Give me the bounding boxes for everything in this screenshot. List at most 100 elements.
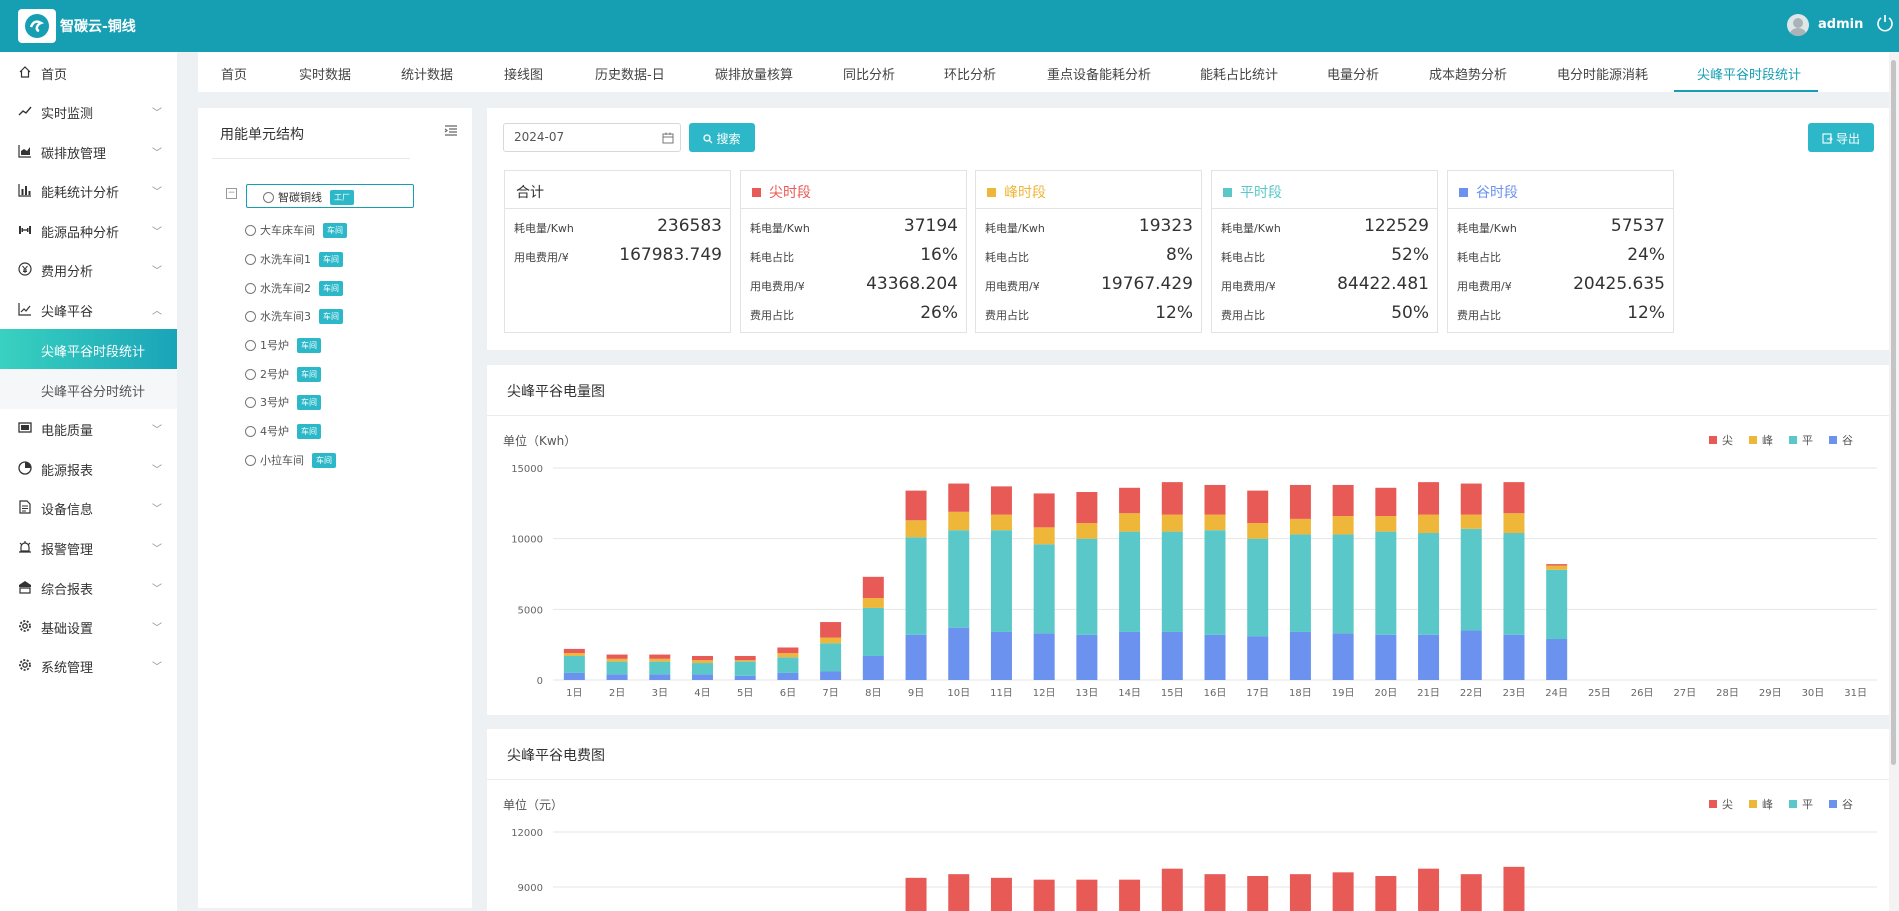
tab-6[interactable]: 同比分析 xyxy=(843,68,896,83)
bar-segment-峰 xyxy=(862,598,884,608)
sidebar-item-8[interactable]: 能源报表 ﹀ xyxy=(0,449,177,487)
avatar[interactable] xyxy=(1787,14,1809,36)
tab-5[interactable]: 碳排放量核算 xyxy=(715,68,794,83)
tab-0[interactable]: 首页 xyxy=(221,68,248,83)
bar-segment-峰 xyxy=(1119,513,1141,532)
legend-item[interactable]: 峰 xyxy=(1733,798,1773,811)
legend-item[interactable]: 平 xyxy=(1773,798,1813,811)
tree-node[interactable]: 水洗车间3 车间 xyxy=(245,308,343,326)
bar-segment-平 xyxy=(948,530,970,628)
card-row-value: 12% xyxy=(1155,303,1193,323)
bar-segment-峰 xyxy=(734,660,756,662)
tree-node-badge: 车间 xyxy=(319,281,343,296)
collapse-icon[interactable]: − xyxy=(226,188,237,199)
bar-segment-谷 xyxy=(1247,636,1269,680)
power-icon[interactable] xyxy=(1876,14,1894,32)
bar-segment-尖 xyxy=(1503,866,1525,911)
tree-node[interactable]: 1号炉 车间 xyxy=(245,337,321,355)
bar-segment-平 xyxy=(777,657,799,673)
sidebar-item-12[interactable]: 基础设置 ﹀ xyxy=(0,607,177,645)
card-row-value: 19323 xyxy=(1138,216,1193,236)
tab-4[interactable]: 历史数据-日 xyxy=(595,68,665,83)
bar-segment-尖 xyxy=(990,877,1012,911)
legend-item[interactable]: 谷 xyxy=(1813,434,1853,447)
card-title: 尖时段 xyxy=(752,182,811,202)
tab-7[interactable]: 环比分析 xyxy=(944,68,997,83)
node-icon xyxy=(245,426,256,437)
tree-node[interactable]: 水洗车间2 车间 xyxy=(245,280,343,298)
sidebar-item-10[interactable]: 报警管理 ﹀ xyxy=(0,528,177,566)
sidebar-item-6[interactable]: 尖峰平谷 ︿ xyxy=(0,290,177,328)
chart1-legend[interactable]: 尖峰平谷 xyxy=(1693,432,1853,448)
node-icon xyxy=(245,311,256,322)
legend-item[interactable]: 尖 xyxy=(1693,798,1733,811)
legend-item[interactable]: 尖 xyxy=(1693,434,1733,447)
tree-node-badge: 车间 xyxy=(297,367,321,382)
color-swatch xyxy=(1223,188,1232,197)
search-button[interactable]: 搜索 xyxy=(689,123,755,152)
x-tick-label: 18日 xyxy=(1289,688,1312,699)
tree-root-node[interactable]: 智碳铜线 工厂 xyxy=(246,184,414,208)
tree-node[interactable]: 4号炉 车间 xyxy=(245,423,321,441)
legend-item[interactable]: 平 xyxy=(1773,434,1813,447)
sidebar-item-9[interactable]: 设备信息 ﹀ xyxy=(0,488,177,526)
card-row-label: 耗电量/Kwh xyxy=(985,222,1045,235)
tab-1[interactable]: 实时数据 xyxy=(299,68,352,83)
legend-swatch xyxy=(1829,800,1837,808)
card-header: 峰时段 xyxy=(976,171,1201,209)
bar-segment-平 xyxy=(1375,531,1397,635)
legend-swatch xyxy=(1709,436,1717,444)
tree-node[interactable]: 大车床车间 车间 xyxy=(245,222,347,240)
bar-segment-峰 xyxy=(777,653,799,658)
sidebar-item-3[interactable]: 能耗统计分析 ﹀ xyxy=(0,171,177,209)
sidebar-item-0[interactable]: 首页 xyxy=(0,53,177,91)
bar-segment-峰 xyxy=(1375,516,1397,532)
export-button[interactable]: 导出 xyxy=(1808,123,1874,152)
sidebar-subitem-0[interactable]: 尖峰平谷时段统计 xyxy=(0,329,177,369)
chart2-legend[interactable]: 尖 峰平谷 xyxy=(1693,796,1853,812)
sidebar-item-2[interactable]: 碳排放管理 ﹀ xyxy=(0,132,177,170)
username[interactable]: admin xyxy=(1818,17,1864,32)
tree-node-label: 1号炉 xyxy=(260,339,289,352)
tab-13[interactable]: 尖峰平谷时段统计 xyxy=(1697,68,1802,83)
sidebar-item-11[interactable]: 综合报表 ﹀ xyxy=(0,568,177,606)
chart1-unit-label: 单位（Kwh） xyxy=(503,434,577,448)
bar-segment-尖 xyxy=(948,874,970,911)
tab-2[interactable]: 统计数据 xyxy=(401,68,454,83)
menu-fold-icon[interactable] xyxy=(444,124,458,138)
tree-node[interactable]: 3号炉 车间 xyxy=(245,394,321,412)
tree-node[interactable]: 2号炉 车间 xyxy=(245,366,321,384)
chevron-down-icon: ﹀ xyxy=(152,148,162,159)
sidebar-subitem-1[interactable]: 尖峰平谷分时统计 xyxy=(0,369,177,409)
month-picker[interactable]: 2024-07 xyxy=(503,123,681,152)
sidebar-item-13[interactable]: 系统管理 ﹀ xyxy=(0,646,177,684)
tab-9[interactable]: 能耗占比统计 xyxy=(1200,68,1279,83)
bar-segment-谷 xyxy=(862,655,884,680)
legend-item[interactable]: 峰 xyxy=(1733,434,1773,447)
bar-segment-尖 xyxy=(820,622,842,638)
sidebar-item-7[interactable]: 电能质量 ﹀ xyxy=(0,409,177,447)
sidebar-item-4[interactable]: 能源品种分析 ﹀ xyxy=(0,211,177,249)
tab-3[interactable]: 接线图 xyxy=(504,68,544,83)
bar-segment-尖 xyxy=(563,648,585,654)
tab-8[interactable]: 重点设备能耗分析 xyxy=(1047,68,1152,83)
tab-12[interactable]: 电分时能源消耗 xyxy=(1557,68,1649,83)
tree-node[interactable]: 小拉车间 车间 xyxy=(245,452,336,470)
cost-chart-panel: 尖峰平谷电费图 单位（元） 尖 峰 平 谷 9000 12000 xyxy=(487,729,1890,911)
cost-stacked-bar-chart: 9000 12000 xyxy=(511,828,1877,911)
x-tick-label: 28日 xyxy=(1716,688,1739,699)
legend-item[interactable]: 谷 xyxy=(1813,798,1853,811)
tree-node-badge: 车间 xyxy=(297,424,321,439)
bar-segment-谷 xyxy=(649,674,671,680)
tree-node-badge: 车间 xyxy=(323,223,347,238)
scrollbar-thumb[interactable] xyxy=(1891,60,1896,765)
tree-node[interactable]: 水洗车间1 车间 xyxy=(245,251,343,269)
x-tick-label: 9日 xyxy=(908,688,924,699)
tab-10[interactable]: 电量分析 xyxy=(1327,68,1380,83)
sidebar-item-5[interactable]: 费用分析 ﹀ xyxy=(0,250,177,288)
chevron-down-icon: ﹀ xyxy=(152,425,162,436)
tab-11[interactable]: 成本趋势分析 xyxy=(1429,68,1508,83)
x-tick-label: 25日 xyxy=(1588,688,1611,699)
legend-label: 峰 xyxy=(1762,798,1773,811)
sidebar-item-1[interactable]: 实时监测 ﹀ xyxy=(0,92,177,130)
